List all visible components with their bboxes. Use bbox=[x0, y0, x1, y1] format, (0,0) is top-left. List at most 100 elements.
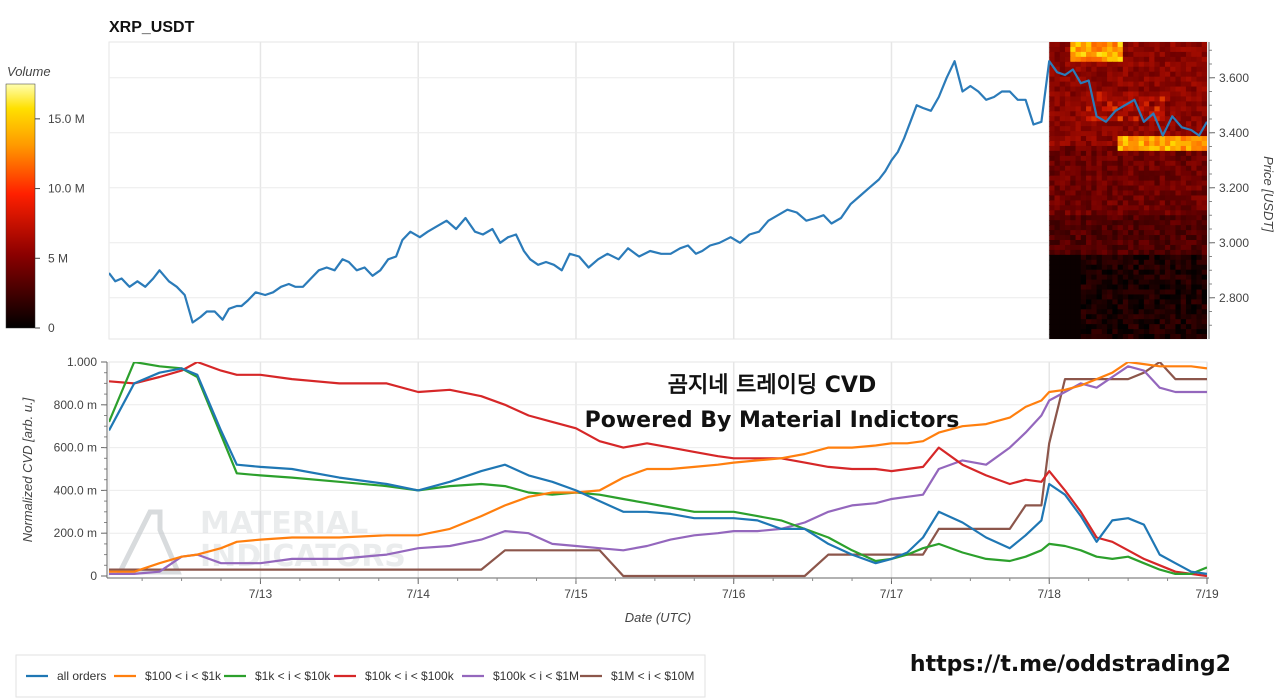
heatmap-cell bbox=[1170, 71, 1177, 78]
heatmap-cell bbox=[1196, 329, 1203, 335]
heatmap-cell bbox=[1180, 294, 1187, 300]
heatmap-cell bbox=[1112, 121, 1119, 127]
telegram-link[interactable]: https://t.me/oddstrading2 bbox=[910, 652, 1231, 677]
heatmap-cell bbox=[1075, 126, 1082, 132]
heatmap-cell bbox=[1117, 269, 1124, 276]
heatmap-cell bbox=[1065, 284, 1071, 291]
heatmap-cell bbox=[1054, 111, 1061, 117]
heatmap-cell bbox=[1049, 180, 1056, 187]
heatmap-cell bbox=[1128, 121, 1134, 127]
heatmap-cell bbox=[1201, 51, 1207, 58]
heatmap-cell bbox=[1185, 235, 1192, 241]
heatmap-cell bbox=[1191, 244, 1198, 251]
cvd-series-all_orders bbox=[109, 367, 1207, 575]
heatmap-cell bbox=[1191, 185, 1198, 192]
colorbar bbox=[5, 83, 36, 329]
heatmap-cell bbox=[1117, 86, 1124, 93]
heatmap-cell bbox=[1070, 289, 1077, 296]
heatmap-cell bbox=[1170, 111, 1177, 117]
heatmap-cell bbox=[1065, 150, 1071, 157]
heatmap-cell bbox=[1049, 220, 1056, 226]
heatmap-cell bbox=[1075, 46, 1082, 53]
heatmap-cell bbox=[1154, 81, 1161, 88]
heatmap-cell bbox=[1196, 126, 1203, 132]
heatmap-cell bbox=[1196, 274, 1203, 281]
heatmap-cell bbox=[1201, 136, 1207, 142]
heatmap-cell bbox=[1091, 284, 1098, 291]
heatmap-cell bbox=[1154, 284, 1161, 291]
heatmap-cell bbox=[1201, 220, 1207, 226]
heatmap-cell bbox=[1201, 254, 1207, 261]
heatmap-cell bbox=[1159, 111, 1166, 117]
heatmap-cell bbox=[1133, 220, 1140, 226]
heatmap-cell bbox=[1065, 240, 1071, 246]
heatmap-cell bbox=[1191, 304, 1198, 310]
heatmap-cell bbox=[1086, 96, 1092, 102]
heatmap-cell bbox=[1143, 170, 1150, 177]
heatmap-cell bbox=[1091, 279, 1098, 286]
heatmap-cell bbox=[1191, 56, 1198, 63]
heatmap-cell bbox=[1175, 254, 1182, 261]
heatmap-cell bbox=[1149, 141, 1156, 147]
heatmap-cell bbox=[1164, 254, 1171, 261]
heatmap-cell bbox=[1159, 279, 1166, 286]
heatmap-cell bbox=[1196, 111, 1203, 117]
heatmap-cell bbox=[1117, 244, 1124, 251]
heatmap-cell bbox=[1191, 165, 1198, 172]
heatmap-cell bbox=[1170, 91, 1177, 98]
heatmap-cell bbox=[1191, 230, 1198, 236]
heatmap-cell bbox=[1164, 155, 1171, 162]
heatmap-cell bbox=[1096, 254, 1103, 261]
heatmap-cell bbox=[1101, 101, 1108, 107]
heatmap-cell bbox=[1117, 61, 1124, 68]
heatmap-cell bbox=[1196, 180, 1203, 187]
heatmap-cell bbox=[1107, 254, 1113, 261]
heatmap-cell bbox=[1180, 274, 1187, 281]
heatmap-cell bbox=[1128, 145, 1134, 152]
heatmap-cell bbox=[1059, 56, 1066, 63]
heatmap-cell bbox=[1180, 319, 1187, 325]
heatmap-cell bbox=[1117, 116, 1124, 122]
heatmap-cell bbox=[1070, 61, 1077, 68]
heatmap-cell bbox=[1101, 235, 1108, 241]
heatmap-cell bbox=[1101, 131, 1108, 137]
heatmap-cell bbox=[1138, 235, 1145, 241]
heatmap-cell bbox=[1065, 249, 1071, 256]
heatmap-cell bbox=[1117, 185, 1124, 192]
heatmap-cell bbox=[1164, 71, 1171, 78]
heatmap-cell bbox=[1191, 155, 1198, 162]
heatmap-cell bbox=[1191, 175, 1198, 182]
heatmap-cell bbox=[1065, 220, 1071, 226]
heatmap-cell bbox=[1117, 294, 1124, 300]
heatmap-cell bbox=[1170, 86, 1177, 93]
heatmap-cell bbox=[1128, 299, 1134, 305]
heatmap-cell bbox=[1059, 96, 1066, 102]
heatmap-cell bbox=[1196, 334, 1203, 339]
heatmap-cell bbox=[1170, 309, 1177, 315]
heatmap-cell bbox=[1159, 175, 1166, 182]
heatmap-cell bbox=[1170, 190, 1177, 197]
heatmap-cell bbox=[1096, 299, 1103, 305]
heatmap-cell bbox=[1191, 294, 1198, 300]
heatmap-cell bbox=[1138, 165, 1145, 172]
heatmap-cell bbox=[1185, 304, 1192, 310]
heatmap-cell bbox=[1070, 299, 1077, 305]
heatmap-cell bbox=[1201, 294, 1207, 300]
heatmap-cell bbox=[1107, 76, 1113, 83]
heatmap-cell bbox=[1112, 136, 1119, 142]
heatmap-cell bbox=[1185, 299, 1192, 305]
heatmap-cell bbox=[1138, 220, 1145, 226]
heatmap-cell bbox=[1122, 136, 1129, 142]
heatmap-cell bbox=[1117, 259, 1124, 266]
heatmap-cell bbox=[1185, 66, 1192, 73]
heatmap-cell bbox=[1101, 185, 1108, 192]
heatmap-cell bbox=[1049, 126, 1056, 132]
heatmap-cell bbox=[1159, 185, 1166, 192]
heatmap-cell bbox=[1112, 289, 1119, 296]
heatmap-cell bbox=[1091, 141, 1098, 147]
heatmap-cell bbox=[1122, 91, 1129, 98]
heatmap-cell bbox=[1091, 254, 1098, 261]
heatmap-cell bbox=[1096, 155, 1103, 162]
heatmap-cell bbox=[1101, 230, 1108, 236]
heatmap-cell bbox=[1154, 259, 1161, 266]
